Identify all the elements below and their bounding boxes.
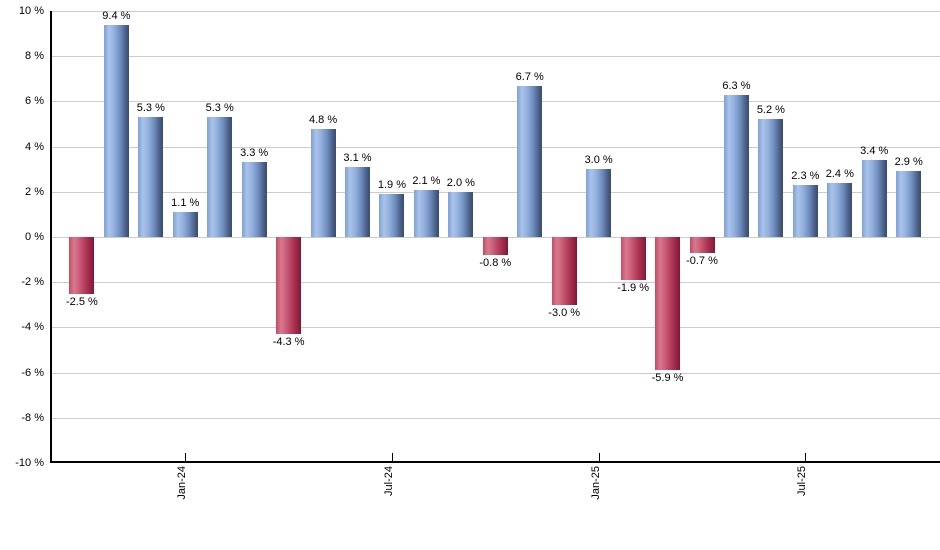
y-axis-tick-label: -4 % [21, 321, 44, 334]
bar-value-label: 2.0 % [446, 176, 475, 189]
y-axis-tick-label: 4 % [25, 140, 44, 153]
positive-return-bar [448, 191, 474, 237]
x-axis-tick-label: Jul-24 [382, 466, 395, 496]
x-axis-tick-label: Jul-25 [796, 466, 809, 496]
positive-return-bar [207, 117, 233, 237]
x-axis-tick [805, 453, 807, 461]
positive-return-bar [792, 185, 818, 237]
positive-return-bar [586, 169, 612, 237]
positive-return-bar [827, 182, 853, 237]
x-axis-tick-label: Jan-25 [589, 466, 602, 500]
bar-value-label: 3.4 % [860, 145, 889, 158]
plot-area: -2.5 % 9.4 % 5.3 % 1.1 % 5.3 % 3.3 % -4.3 % 4.8… [50, 9, 940, 463]
positive-return-bar [413, 189, 439, 237]
bar-value-label: 5.3 % [205, 102, 234, 115]
positive-return-bar [896, 171, 922, 237]
gridline [52, 417, 940, 419]
positive-return-bar [379, 194, 405, 237]
positive-return-bar [345, 166, 370, 237]
bar-value-label: 2.9 % [894, 156, 923, 169]
bar-value-label: 5.2 % [756, 104, 785, 117]
bar-value-label: 2.1 % [412, 174, 441, 187]
negative-return-bar [276, 237, 302, 335]
positive-return-bar [172, 212, 198, 237]
y-axis-tick-label: 2 % [25, 185, 44, 198]
x-axis-tick [391, 453, 393, 461]
positive-return-bar [310, 128, 336, 237]
gridline [52, 11, 940, 12]
bar-value-label: -5.9 % [651, 372, 684, 385]
gridline [52, 191, 940, 193]
bar-value-label: 6.7 % [515, 70, 544, 83]
x-axis-tick [598, 453, 600, 461]
y-axis-tick-label: -8 % [21, 411, 44, 424]
gridline [52, 282, 940, 284]
y-axis-tick-label: -2 % [21, 276, 44, 289]
positive-return-bar [103, 24, 129, 237]
bar-value-label: -1.9 % [617, 281, 649, 294]
bar-value-label: 3.3 % [240, 147, 269, 160]
positive-return-bar [138, 117, 164, 237]
negative-return-bar [551, 237, 577, 305]
y-axis-tick-label: -6 % [21, 366, 44, 379]
positive-return-bar [517, 85, 543, 237]
negative-return-bar [689, 237, 715, 253]
bar-value-label: -4.3 % [272, 336, 305, 349]
bar-value-label: 2.4 % [825, 167, 854, 180]
bar-value-label: -3.0 % [548, 306, 581, 319]
positive-return-bar [723, 94, 749, 237]
bar-value-label: -2.5 % [66, 295, 98, 308]
x-axis-tick-label: Jan-24 [176, 466, 189, 500]
bar-value-label: 3.1 % [343, 151, 372, 164]
bar-value-label: 1.1 % [171, 197, 200, 210]
bar-value-label: 9.4 % [102, 9, 131, 22]
gridline [52, 327, 940, 329]
bar-value-label: 5.3 % [136, 102, 165, 115]
bar-value-label: 3.0 % [584, 154, 613, 167]
y-axis-tick-label: 8 % [25, 50, 44, 63]
bar-value-label: 6.3 % [722, 79, 751, 92]
y-axis-tick-label: 0 % [25, 231, 44, 243]
negative-return-bar [482, 237, 508, 256]
bar-value-label: -0.8 % [479, 257, 512, 270]
x-axis-tick [185, 453, 187, 461]
gridline [52, 101, 940, 103]
gridline [52, 146, 940, 148]
bar-value-label: -0.7 % [686, 254, 718, 267]
y-axis-tick-label: -10 % [15, 457, 44, 469]
bar-value-label: 1.9 % [377, 179, 406, 192]
gridline [52, 372, 940, 374]
positive-return-bar [861, 160, 887, 237]
bar-value-label: 4.8 % [308, 113, 338, 126]
negative-return-bar [620, 237, 646, 280]
positive-return-bar [758, 119, 784, 237]
y-axis-tick-label: 10 % [18, 5, 44, 17]
gridline [52, 56, 940, 58]
negative-return-bar [655, 237, 681, 371]
bar-value-label: 2.3 % [791, 170, 820, 183]
positive-return-bar [241, 162, 267, 237]
negative-return-bar [69, 237, 95, 294]
y-axis-tick-label: 6 % [25, 95, 44, 108]
